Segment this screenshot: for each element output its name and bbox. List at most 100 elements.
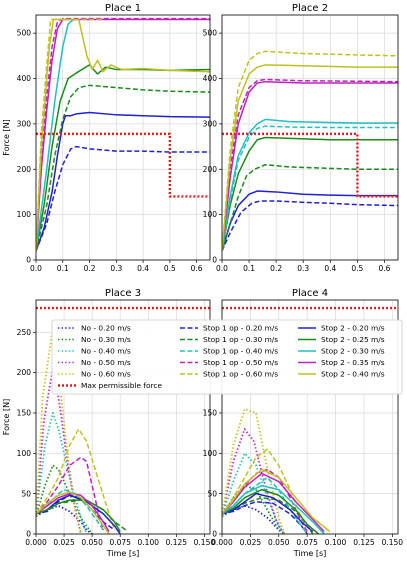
x-tick-label: 0.3 bbox=[297, 264, 309, 273]
y-tick-label: 0 bbox=[26, 530, 31, 539]
y-axis-label: Force [N] bbox=[2, 119, 11, 155]
legend-label: Stop 1 op - 0.20 m/s bbox=[203, 324, 278, 333]
series-line-2 bbox=[222, 200, 398, 252]
legend-box bbox=[51, 319, 403, 395]
x-tick-label: 0.000 bbox=[25, 538, 47, 547]
x-tick-label: 0.025 bbox=[240, 538, 262, 547]
x-tick-label: 0.100 bbox=[138, 538, 160, 547]
series-line-4 bbox=[36, 367, 82, 534]
panel-2: 0.0 0.1 0.2 0.3 0.4 0.5 0.6 0 100 200 300 400 500 Pla… bbox=[203, 3, 399, 273]
legend-label: Stop 2 - 0.40 m/s bbox=[321, 370, 385, 379]
y-tick-label: 500 bbox=[17, 29, 32, 38]
series-line-7 bbox=[222, 80, 398, 252]
x-tick-label: 0.6 bbox=[191, 264, 203, 273]
series-line-3 bbox=[222, 452, 286, 534]
axes-frame bbox=[35, 299, 211, 535]
y-tick-label: 200 bbox=[17, 368, 32, 377]
series-line-13 bbox=[222, 484, 325, 534]
x-tick-label: 0.100 bbox=[325, 538, 347, 547]
series-line-6 bbox=[36, 494, 116, 531]
series-line-9 bbox=[36, 456, 105, 531]
x-tick-label: 0.000 bbox=[211, 538, 233, 547]
series-line-4 bbox=[36, 84, 210, 252]
axes-frame bbox=[221, 299, 399, 535]
legend-label: Stop 1 op - 0.60 m/s bbox=[203, 370, 278, 379]
panel-title: Place 3 bbox=[105, 288, 141, 299]
y-tick-label: 300 bbox=[203, 119, 218, 128]
y-tick-label: 400 bbox=[17, 74, 32, 83]
x-tick-label: 0.4 bbox=[324, 264, 336, 273]
series-line-2 bbox=[36, 145, 210, 252]
x-tick-label: 0.075 bbox=[109, 538, 131, 547]
y-tick-label: 400 bbox=[203, 74, 218, 83]
series-line-8 bbox=[36, 18, 210, 251]
series-group bbox=[36, 306, 210, 534]
panel-title: Place 2 bbox=[292, 3, 328, 14]
x-tick-label: 0.0 bbox=[216, 264, 228, 273]
x-axis-label: Time [s] bbox=[106, 549, 140, 558]
y-tick-label: 200 bbox=[17, 165, 32, 174]
panel-title: Place 1 bbox=[105, 3, 141, 14]
x-tick-label: 0.5 bbox=[351, 264, 363, 273]
y-tick-label: 100 bbox=[17, 449, 32, 458]
x-tick-label: 0.1 bbox=[57, 264, 69, 273]
legend-label: Stop 1 op - 0.30 m/s bbox=[203, 335, 278, 344]
x-tick-label: 0.125 bbox=[166, 538, 188, 547]
y-tick-label: 0 bbox=[26, 256, 31, 265]
x-tick-label: 0.1 bbox=[243, 264, 255, 273]
x-tick-label: 0.125 bbox=[353, 538, 375, 547]
y-tick-label: 50 bbox=[207, 489, 217, 498]
legend-label: Stop 2 - 0.25 m/s bbox=[321, 335, 385, 344]
legend-label: Stop 2 - 0.30 m/s bbox=[321, 347, 385, 356]
max-force-line bbox=[36, 132, 210, 198]
x-tick-label: 0.150 bbox=[382, 538, 404, 547]
axes-frame bbox=[221, 14, 399, 261]
legend-label: No - 0.30 m/s bbox=[81, 335, 131, 344]
series-line-9 bbox=[222, 64, 398, 251]
series-group bbox=[36, 17, 210, 252]
legend-label: No - 0.50 m/s bbox=[81, 358, 131, 367]
legend-label: Stop 2 - 0.35 m/s bbox=[321, 358, 385, 367]
legend: No - 0.20 m/s No - 0.30 m/s No - 0.40 m/s N… bbox=[51, 319, 403, 395]
y-tick-label: 0 bbox=[212, 530, 217, 539]
x-tick-label: 0.2 bbox=[270, 264, 282, 273]
x-tick-label: 0.5 bbox=[164, 264, 176, 273]
series-group bbox=[222, 50, 398, 252]
series-line-10 bbox=[222, 50, 398, 251]
series-line-5 bbox=[36, 18, 74, 252]
series-line-9 bbox=[36, 18, 103, 251]
legend-label: Stop 1 op - 0.40 m/s bbox=[203, 347, 278, 356]
series-line-3 bbox=[36, 64, 210, 252]
x-tick-label: 0.025 bbox=[53, 538, 75, 547]
y-tick-label: 100 bbox=[203, 449, 218, 458]
axes-frame bbox=[35, 14, 211, 261]
series-line-6 bbox=[222, 125, 398, 252]
y-tick-label: 150 bbox=[203, 409, 218, 418]
y-tick-label: 0 bbox=[212, 256, 217, 265]
legend-label: No - 0.60 m/s bbox=[81, 370, 131, 379]
y-tick-label: 300 bbox=[17, 119, 32, 128]
series-line-5 bbox=[222, 118, 398, 252]
panel-title: Place 4 bbox=[292, 288, 328, 299]
y-tick-label: 100 bbox=[17, 210, 32, 219]
panel-1: 0.0 0.1 0.2 0.3 0.4 0.5 0.6 0 100 200 300 400 500 Pla… bbox=[2, 3, 211, 273]
legend-label: Stop 2 - 0.20 m/s bbox=[321, 324, 385, 333]
series-line-4 bbox=[222, 428, 286, 534]
x-tick-label: 0.050 bbox=[81, 538, 103, 547]
series-line-12 bbox=[36, 499, 121, 532]
y-tick-label: 250 bbox=[17, 328, 32, 337]
x-tick-label: 0.6 bbox=[378, 264, 390, 273]
x-axis-label: Time [s] bbox=[293, 549, 327, 558]
y-axis-label: Force [N] bbox=[2, 399, 11, 435]
y-tick-label: 50 bbox=[21, 489, 31, 498]
y-tick-label: 500 bbox=[203, 29, 218, 38]
x-tick-label: 0.075 bbox=[296, 538, 318, 547]
y-tick-label: 200 bbox=[203, 165, 218, 174]
series-line-14 bbox=[222, 472, 325, 533]
series-line-1 bbox=[36, 111, 210, 252]
series-group bbox=[222, 306, 398, 534]
x-tick-label: 0.2 bbox=[84, 264, 96, 273]
series-line-11 bbox=[222, 492, 314, 533]
series-line-8 bbox=[222, 78, 398, 252]
